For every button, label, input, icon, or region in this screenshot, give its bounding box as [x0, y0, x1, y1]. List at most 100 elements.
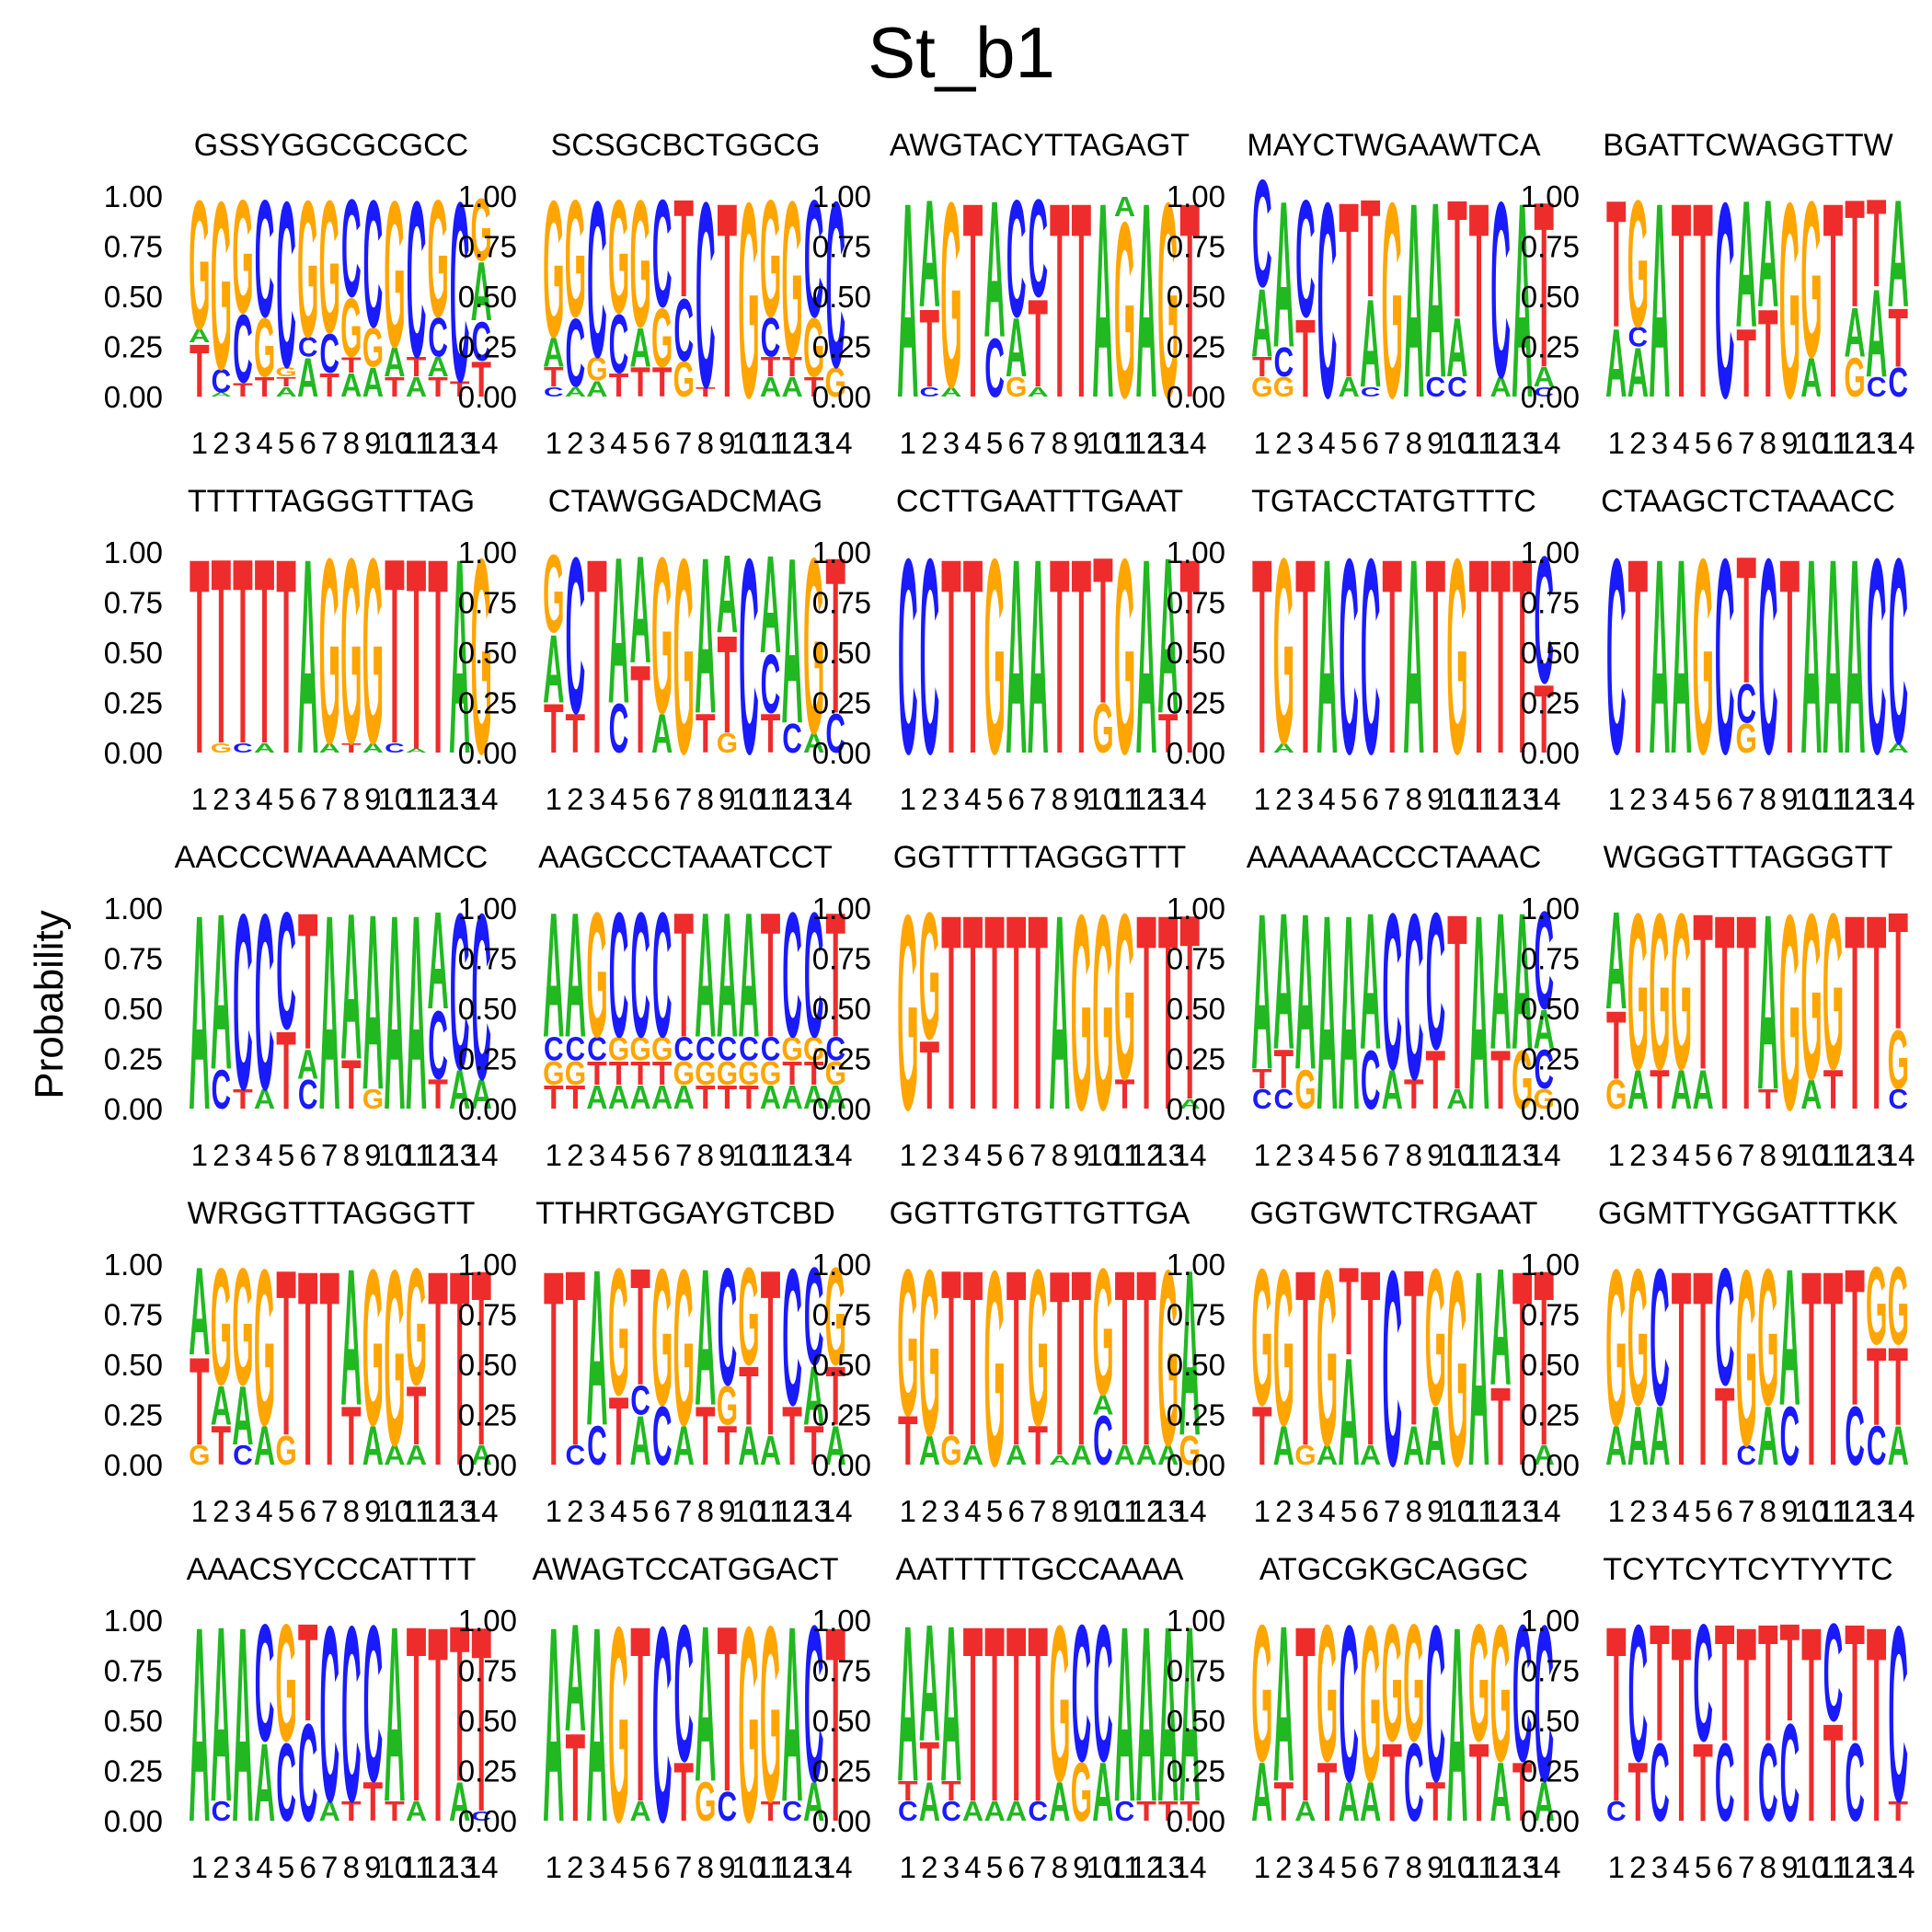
logo-position-2: ATA	[919, 1589, 940, 1833]
logo-position-4: AT	[254, 503, 275, 799]
x-tick-label: 14	[465, 1494, 499, 1528]
x-tick-label: 3	[943, 782, 960, 816]
motif-panel-4: MAYCTWGAAWTCA0.000.250.500.751.00GTACGCA…	[1167, 128, 1561, 460]
x-tick-label: 10	[1441, 426, 1475, 460]
logo-letter-T: T	[1339, 1242, 1359, 1382]
logo-letter-T-glyph: T	[190, 1332, 210, 1472]
logo-letter-T: T	[1867, 857, 1887, 1168]
logo-letter-C: C	[212, 1060, 232, 1121]
logo-letter-T-glyph: T	[782, 1389, 802, 1482]
logo-position-14: CGT	[1888, 878, 1909, 1115]
logo-position-1: AG	[1605, 1223, 1627, 1477]
x-tick-label: 11	[400, 1494, 431, 1528]
logo-letter-A: A	[1028, 500, 1049, 812]
y-tick-label: 1.00	[458, 1248, 517, 1282]
logo-letter-T: T	[1006, 1219, 1027, 1499]
logo-letter-A: A	[695, 1229, 716, 1446]
logo-letter-A: A	[825, 1079, 846, 1116]
logo-letter-G: G	[384, 1220, 405, 1500]
logo-letter-A: A	[717, 876, 738, 1075]
logo-letter-A: A	[211, 1375, 232, 1437]
logo-letter-A-glyph: A	[1468, 857, 1489, 1168]
logo-letter-T: T	[1672, 1569, 1692, 1880]
logo-letter-G-glyph: G	[825, 1239, 846, 1395]
logo-position-8: TA	[695, 512, 716, 765]
x-tick-label: 6	[1007, 782, 1024, 816]
y-tick-label: 0.50	[104, 636, 163, 670]
logo-letter-C: C	[673, 1031, 694, 1068]
x-tick-label: 9	[1073, 1850, 1089, 1884]
logo-position-4: A	[1317, 500, 1338, 812]
logo-letter-G-glyph: G	[427, 165, 448, 352]
y-tick-label: 0.00	[1167, 1448, 1225, 1482]
logo-letter-A: A	[340, 1229, 362, 1446]
logo-letter-C: C	[1823, 1595, 1844, 1751]
logo-letter-A-glyph: A	[803, 1079, 824, 1116]
logo-letter-T: T	[276, 374, 296, 389]
logo-letter-A-glyph: A	[1425, 150, 1446, 431]
logo-position-14: AC	[1888, 504, 1909, 799]
logo-letter-T: T	[544, 1079, 564, 1117]
logo-letter-T: T	[941, 857, 961, 1168]
logo-position-9: G	[1071, 857, 1092, 1168]
logo-letter-A-glyph: A	[384, 1440, 405, 1471]
logo-letter-A: A	[803, 728, 824, 759]
logo-letter-T-glyph: T	[609, 1054, 629, 1092]
logo-position-4: AC	[254, 1589, 275, 1845]
x-tick-label: 8	[343, 1138, 360, 1172]
logo-position-5: C	[1339, 500, 1359, 812]
logo-letter-C-glyph: C	[566, 300, 586, 408]
logo-letter-A: A	[1468, 1213, 1489, 1524]
logo-position-11: T	[1469, 144, 1489, 456]
logo-letter-A: A	[1757, 1390, 1778, 1483]
x-tick-label: 2	[1275, 1138, 1292, 1172]
logo-letter-T: T	[761, 702, 781, 765]
logo-letter-T: T	[782, 1389, 802, 1482]
logo-letter-A-glyph: A	[1671, 1059, 1692, 1121]
logo-letter-A: A	[319, 741, 340, 756]
logo-letter-T-glyph: T	[276, 1221, 296, 1485]
logo-letter-T: T	[428, 1213, 448, 1524]
logo-position-4: TCG	[608, 167, 629, 405]
logo-letter-T-glyph: T	[1252, 1064, 1272, 1095]
x-tick-label: 13	[797, 1138, 831, 1172]
logo-letter-T-glyph: T	[1888, 878, 1908, 1064]
x-tick-label: 14	[1881, 782, 1915, 816]
logo-letter-G: G	[983, 500, 1005, 812]
logo-letter-T-glyph: T	[566, 1079, 586, 1117]
logo-letter-A: A	[717, 532, 738, 656]
motif-title: GGTGWTCTRGAAT	[1250, 1196, 1538, 1231]
logo-position-12: TA	[1489, 1233, 1511, 1488]
logo-position-6: T	[298, 1213, 318, 1524]
logo-letter-C-glyph: C	[1339, 500, 1359, 812]
logo-letter-A: A	[586, 1079, 607, 1116]
logo-position-11: GA	[1114, 171, 1135, 451]
x-tick-label: 10	[732, 782, 766, 816]
logo-letter-C: C	[1295, 165, 1316, 352]
logo-letter-C: C	[1252, 149, 1272, 319]
logo-letter-T: T	[341, 353, 362, 377]
logo-letter-C: C	[471, 312, 491, 374]
logo-letter-C-glyph: C	[1404, 1719, 1424, 1845]
logo-position-3: AGC	[586, 155, 607, 404]
logo-letter-C: C	[761, 638, 781, 731]
logo-letter-A: A	[1534, 1771, 1555, 1833]
logo-letter-A: A	[1823, 500, 1844, 812]
x-tick-label: 6	[1007, 1494, 1024, 1528]
y-tick-label: 0.75	[458, 230, 517, 264]
logo-letter-A: A	[1534, 1440, 1555, 1471]
logo-position-9: GA	[362, 862, 384, 1143]
logo-letter-A-glyph: A	[919, 1771, 940, 1833]
logo-letter-T-glyph: T	[1736, 307, 1756, 417]
logo-letter-C: C	[544, 1031, 564, 1068]
motif-panel-16: WRGGTTTAGGGTT0.000.250.500.751.00GTATAGC…	[104, 1196, 499, 1528]
logo-letter-T: T	[1823, 1213, 1844, 1524]
logo-position-11: A	[1823, 500, 1844, 812]
logo-letter-C: C	[276, 152, 296, 417]
logo-position-13: AT	[449, 1579, 470, 1834]
logo-position-6: C	[1715, 500, 1735, 812]
logo-position-6: CG	[651, 1229, 673, 1483]
logo-letter-T-glyph: T	[587, 1054, 607, 1092]
logo-letter-T: T	[450, 1579, 470, 1828]
motif-title: SCSGCBCTGGCG	[551, 128, 821, 163]
